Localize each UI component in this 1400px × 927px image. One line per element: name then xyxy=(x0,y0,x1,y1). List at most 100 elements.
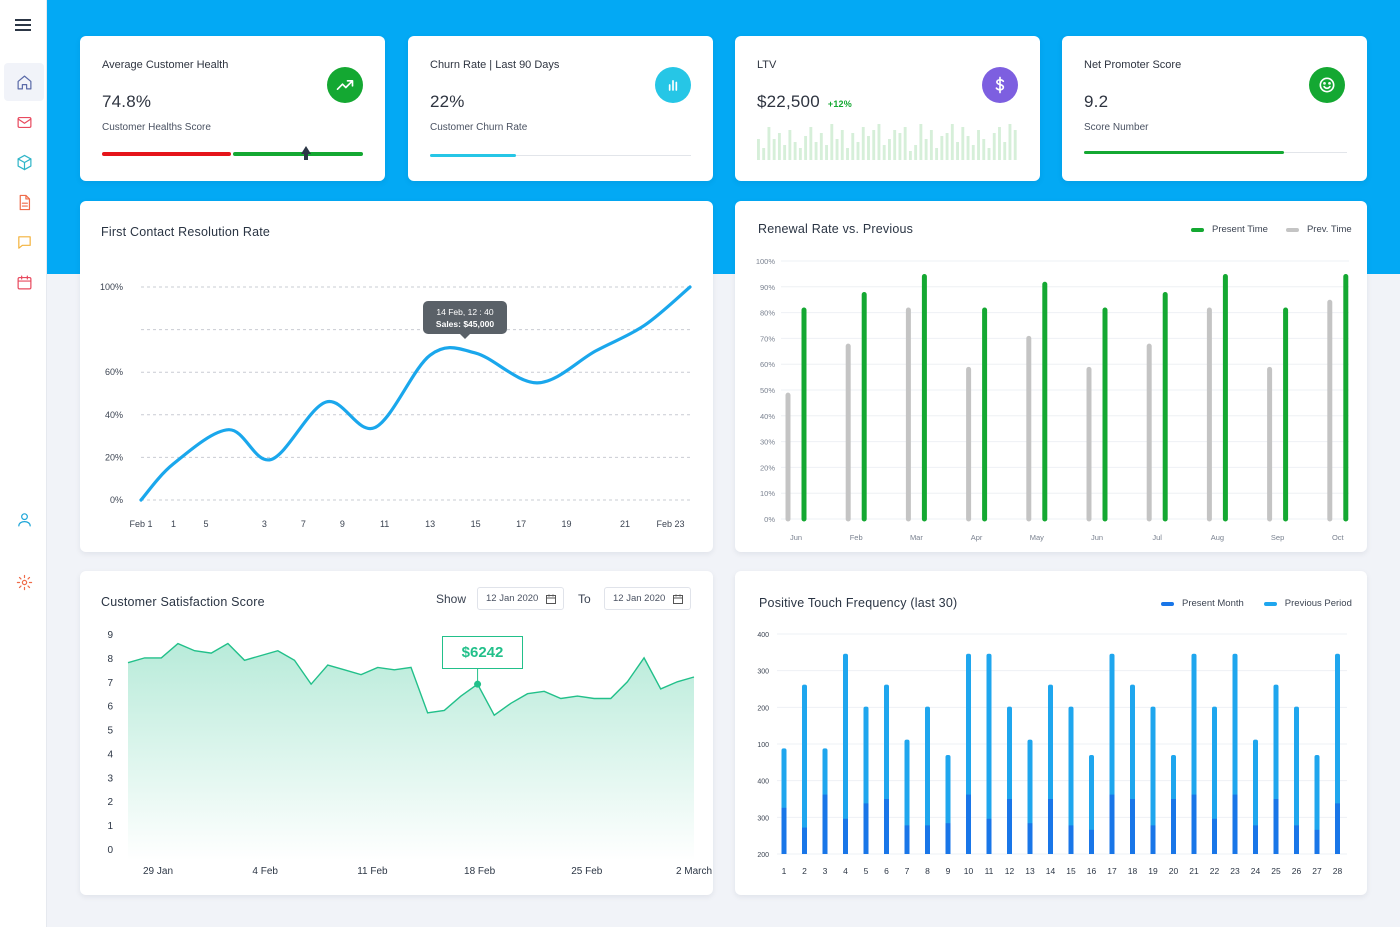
bar-chart-icon xyxy=(655,67,691,103)
y-tick-label: 100 xyxy=(757,742,769,749)
to-label: To xyxy=(578,592,591,606)
spark-bar xyxy=(966,136,970,160)
fcr-chart: 100%60%40%20%0%Feb 1 1 5 3 7 9 11 13 15 17 19 21 Feb… xyxy=(100,282,692,529)
x-tick-label: Feb 1 xyxy=(129,519,152,529)
sidebar xyxy=(0,0,47,927)
y-tick-label: 200 xyxy=(757,705,769,712)
legend-prev: Previous Period xyxy=(1284,598,1352,609)
series-line xyxy=(127,642,695,717)
series-area xyxy=(128,643,694,861)
spark-bar xyxy=(940,136,944,160)
x-tick-label: Mar xyxy=(910,533,923,542)
sidebar-item-calendar[interactable] xyxy=(4,263,44,301)
nps-progress xyxy=(1084,151,1347,154)
x-tick-label: Jun xyxy=(1091,533,1103,542)
bar-present xyxy=(1130,799,1135,854)
bar-prev xyxy=(1089,755,1094,854)
spark-bar xyxy=(987,148,991,160)
x-tick-label: 11 xyxy=(985,866,994,876)
show-label: Show xyxy=(436,592,467,606)
x-tick-label: Feb xyxy=(850,533,863,542)
kpi-subtitle: Score Number xyxy=(1084,122,1149,133)
x-tick-label: 25 xyxy=(1271,866,1281,876)
renewal-chart: 0% 10% 20% 30% 40% 50% 60% 70% 80% 90% 100% Jun Feb M… xyxy=(756,257,1349,542)
y-tick-label: 60% xyxy=(760,360,775,369)
sidebar-item-home[interactable] xyxy=(4,63,44,101)
ptf-card: Positive Touch Frequency (last 30) Prese… xyxy=(735,571,1367,895)
bar-present xyxy=(781,807,787,854)
tooltip-line1: 14 Feb, 12 : 40 xyxy=(436,307,494,317)
menu-icon[interactable] xyxy=(15,19,31,33)
spark-bar xyxy=(998,127,1001,160)
y-tick-label: 20% xyxy=(760,463,775,472)
x-tick-label: Apr xyxy=(971,533,983,542)
sidebar-item-chat[interactable] xyxy=(4,223,44,261)
bar-present xyxy=(1314,829,1320,854)
y-tick-label: 4 xyxy=(107,749,113,760)
y-tick-label: 40% xyxy=(760,412,775,421)
bar-prev xyxy=(1068,706,1074,854)
sidebar-item-user[interactable] xyxy=(4,500,44,538)
spark-bar xyxy=(1003,142,1007,160)
x-tick-label: 4 xyxy=(843,866,848,876)
ptf-legend: Present Month Previous Period xyxy=(1161,598,1352,609)
spark-bar xyxy=(956,142,960,160)
kpi-value: $22,500 +12% xyxy=(757,92,852,112)
spark-bar xyxy=(767,127,771,160)
sidebar-item-mail[interactable] xyxy=(4,103,44,141)
spark-bar xyxy=(777,133,781,160)
y-tick-label: 1 xyxy=(107,821,113,832)
y-tick-label: 20% xyxy=(105,452,123,462)
x-tick-label: Aug xyxy=(1211,533,1224,542)
bar-present xyxy=(1150,825,1156,854)
ltv-value: $22,500 xyxy=(757,92,820,111)
spark-bar xyxy=(840,130,844,160)
health-marker[interactable] xyxy=(300,146,311,154)
x-tick-label: 17 xyxy=(1107,866,1117,876)
spark-bar xyxy=(935,148,939,160)
bar-present xyxy=(1109,794,1115,854)
card-title: Customer Satisfaction Score xyxy=(101,595,265,609)
csat-chart: 0 1 2 3 4 5 6 7 8 9 29 Jan 4 Feb 11 Feb 18 Feb 25 Feb 2… xyxy=(107,630,712,877)
kpi-card-health: Average Customer Health 74.8% Customer H… xyxy=(80,36,385,181)
kpi-subtitle: Customer Churn Rate xyxy=(430,122,528,133)
kpi-title: Churn Rate | Last 90 Days xyxy=(430,59,560,71)
x-tick-label: 29 Jan xyxy=(143,866,173,877)
user-icon xyxy=(17,512,31,526)
y-tick-label: 200 xyxy=(757,852,769,859)
churn-progress xyxy=(430,154,691,157)
date-to-value: 12 Jan 2020 xyxy=(613,593,666,604)
sidebar-item-document[interactable] xyxy=(4,183,44,221)
x-tick-label: 25 Feb xyxy=(571,866,603,877)
spark-bar xyxy=(877,124,881,160)
sidebar-item-settings[interactable] xyxy=(4,563,44,601)
dollar-icon xyxy=(982,67,1018,103)
bar-present xyxy=(1273,799,1279,854)
spark-bar xyxy=(914,145,918,160)
spark-bar xyxy=(919,124,923,160)
bar-present xyxy=(884,799,889,854)
x-tick-label: 21 xyxy=(620,519,630,529)
bar-present xyxy=(986,818,992,854)
spark-bar xyxy=(1013,130,1017,160)
bar-present xyxy=(1007,799,1012,854)
tooltip-line2: Sales: $45,000 xyxy=(435,319,495,329)
spark-bar xyxy=(851,133,855,160)
renewal-legend: Present Time Prev. Time xyxy=(1191,224,1352,235)
sidebar-item-box[interactable] xyxy=(4,143,44,181)
bar-prev xyxy=(986,653,992,854)
date-to-input[interactable]: 12 Jan 2020 xyxy=(604,587,691,610)
x-tick-label: Feb 23 xyxy=(656,519,684,529)
spark-bar xyxy=(929,130,933,160)
y-tick-label: 6 xyxy=(107,702,113,713)
date-from-input[interactable]: 12 Jan 2020 xyxy=(477,587,564,610)
bar-present xyxy=(966,794,971,854)
x-tick-label: 9 xyxy=(340,519,345,529)
x-tick-label: 13 xyxy=(425,519,435,529)
card-title: First Contact Resolution Rate xyxy=(101,225,271,239)
y-tick-label: 300 xyxy=(757,669,769,676)
chat-icon xyxy=(17,235,31,249)
y-tick-label: 70% xyxy=(760,334,775,343)
fcr-tooltip: 14 Feb, 12 : 40 Sales: $45,000 xyxy=(423,301,507,339)
